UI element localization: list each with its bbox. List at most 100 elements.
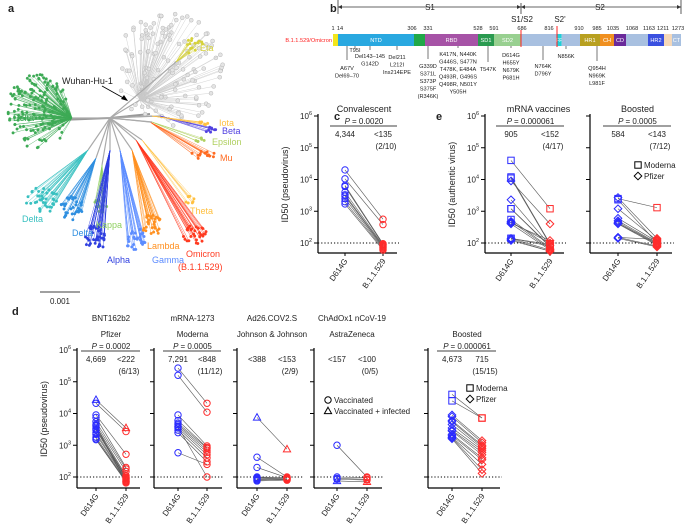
branch <box>139 68 204 101</box>
panel-subtitle: Pfizer <box>101 330 122 339</box>
pair-line <box>177 424 208 451</box>
leaf <box>172 11 178 17</box>
point-circle <box>341 200 349 208</box>
residue-tick: 528 <box>473 26 482 32</box>
clade-label: Omicron <box>186 249 220 259</box>
branch <box>149 121 201 155</box>
responder-fraction: (7/12) <box>650 142 671 151</box>
leaf <box>29 129 33 133</box>
y-axis-label: ID50 (pseudovirus) <box>39 381 49 457</box>
x-tick-label: D614G <box>161 492 183 518</box>
point-circle <box>174 449 182 457</box>
branch <box>175 50 196 63</box>
leaf <box>153 225 157 229</box>
tick-exponent: 6 <box>476 111 479 117</box>
branch <box>139 86 214 101</box>
leaf <box>59 203 63 207</box>
domain-fp <box>557 34 562 46</box>
leaf <box>30 190 34 194</box>
p-value: P = 0.000061 <box>507 117 555 126</box>
residue-tick: 1211 <box>657 26 669 32</box>
x-tick-label: D614G <box>494 257 516 283</box>
clade-8 <box>109 117 162 235</box>
point-triangle <box>91 394 101 403</box>
leaf <box>155 41 160 47</box>
leaf <box>207 128 211 132</box>
x-tick-label: D614G <box>240 492 262 518</box>
tick-base: 10 <box>300 207 309 216</box>
mutation-label: N969K <box>588 74 605 80</box>
leaf <box>196 41 200 45</box>
leaf <box>192 197 196 201</box>
geomean-b11529: <152 <box>541 130 560 139</box>
leaf <box>138 235 142 239</box>
point-square <box>546 205 554 213</box>
point-diamond <box>477 453 487 463</box>
responder-fraction: (2/9) <box>282 367 299 376</box>
tick-exponent: 4 <box>68 409 71 415</box>
leaf <box>149 215 153 219</box>
leaf <box>38 209 42 213</box>
leaf <box>196 113 201 118</box>
y-tick-label: 105 <box>467 143 479 153</box>
mutation-label: N764K <box>534 64 551 70</box>
leaf <box>204 42 209 47</box>
leaf <box>84 243 88 247</box>
pair-line <box>95 429 127 479</box>
domain-label: FP <box>556 38 563 44</box>
branch <box>119 149 133 248</box>
leaf <box>101 245 105 249</box>
leaf <box>153 50 158 56</box>
clade-14 <box>109 115 210 127</box>
branch <box>81 157 97 212</box>
leaf <box>58 136 62 140</box>
pair-line <box>95 436 127 482</box>
leaf <box>138 227 142 231</box>
leaf <box>9 92 13 96</box>
p-value: P = 0.0002 <box>92 342 131 351</box>
leaf <box>180 15 185 20</box>
point-square <box>653 203 661 212</box>
branch <box>87 117 111 151</box>
tick-exponent: 5 <box>309 143 312 149</box>
pair-line <box>510 180 551 225</box>
point-diamond <box>613 193 623 203</box>
point-diamond <box>447 434 457 444</box>
branch <box>139 83 176 101</box>
leaf <box>86 236 90 240</box>
clade-label: Epsilon <box>212 137 242 147</box>
leaf <box>211 84 216 89</box>
domain-label: NTD <box>370 38 382 44</box>
branch <box>139 99 189 124</box>
branch <box>175 43 191 63</box>
point-diamond <box>477 450 487 460</box>
leaf <box>42 110 46 114</box>
point-circle <box>253 463 261 472</box>
point-diamond <box>447 433 457 443</box>
pair-line <box>336 476 368 479</box>
leaf <box>203 31 209 37</box>
leaf <box>131 27 136 33</box>
leaf <box>189 18 194 23</box>
leaf <box>96 245 100 249</box>
branch <box>75 157 97 205</box>
y-tick-label: 106 <box>59 345 71 355</box>
leaf <box>38 207 42 211</box>
point-diamond <box>447 420 457 430</box>
pair-line <box>95 414 127 455</box>
leaf <box>23 136 27 140</box>
branch <box>125 49 141 101</box>
leaf <box>25 144 29 148</box>
leaf <box>146 35 151 41</box>
branch <box>119 149 136 250</box>
leaf <box>160 30 165 35</box>
tick-base: 10 <box>59 441 68 450</box>
domain-label: CT <box>673 38 681 44</box>
pair-line <box>617 222 658 245</box>
branch <box>56 83 73 119</box>
branch <box>135 139 190 241</box>
y-tick-label: 104 <box>300 175 312 185</box>
branch <box>139 87 200 101</box>
panel-title: Ad26.COV2.S <box>247 314 297 323</box>
leaf <box>196 156 200 160</box>
